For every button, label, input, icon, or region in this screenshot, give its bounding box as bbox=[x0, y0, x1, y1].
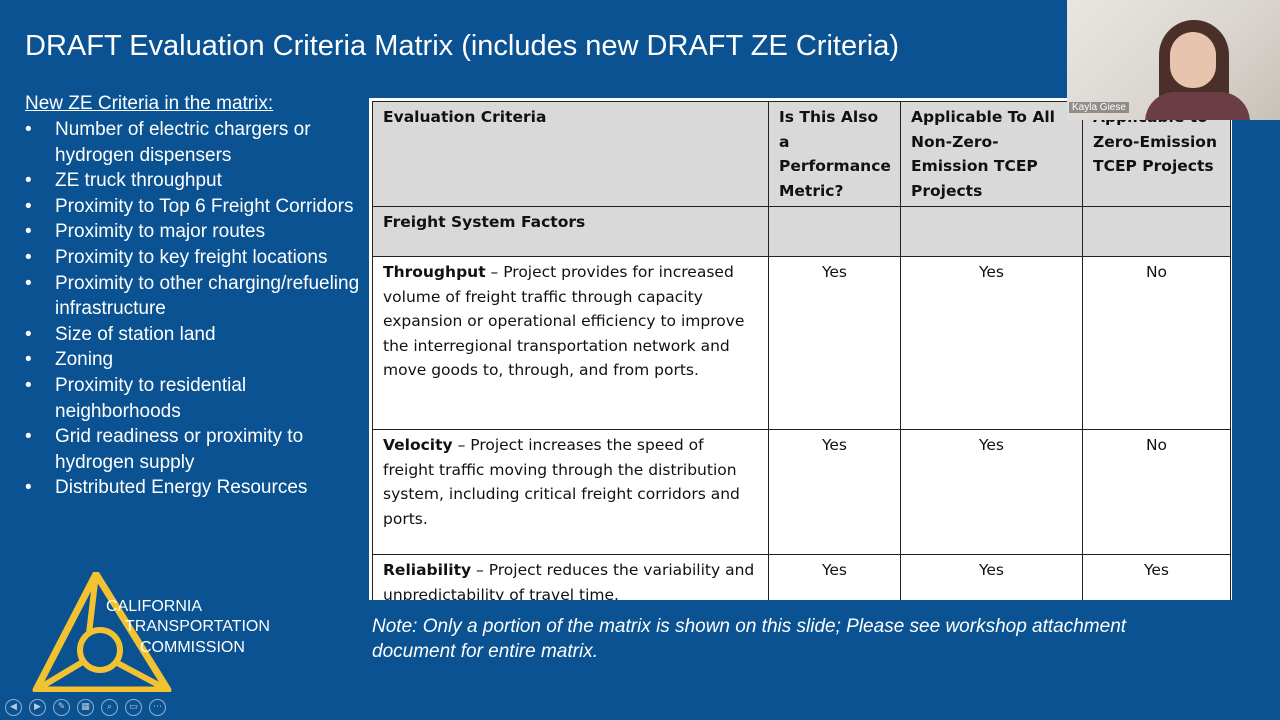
performance-metric-cell: Yes bbox=[768, 554, 901, 600]
list-item: • Grid readiness or proximity to hydrogen… bbox=[25, 424, 360, 475]
bullet-icon: • bbox=[25, 246, 32, 268]
list-item: • Proximity to other charging/refueling i… bbox=[25, 271, 360, 322]
table-row: Throughput – Project provides for increa… bbox=[372, 256, 1231, 430]
slides-icon[interactable]: ▦ bbox=[77, 698, 94, 716]
participant-shirt bbox=[1145, 92, 1250, 120]
non-ze-cell: Yes bbox=[900, 429, 1083, 555]
list-item: • Proximity to residential neighborhoods bbox=[25, 373, 360, 424]
non-ze-cell: Yes bbox=[900, 554, 1083, 600]
table-cell bbox=[900, 206, 1083, 257]
logo-line-3: COMMISSION bbox=[140, 639, 245, 656]
matrix-note: Note: Only a portion of the matrix is sh… bbox=[372, 616, 1127, 662]
criteria-description: – Project provides for increased volume … bbox=[383, 263, 745, 379]
criteria-cell: Throughput – Project provides for increa… bbox=[372, 256, 769, 430]
bullet-icon: • bbox=[25, 374, 32, 396]
list-item-label: Proximity to residential neighborhoods bbox=[55, 374, 247, 422]
logo-line-2: TRANSPORTATION bbox=[125, 618, 270, 635]
list-item: • Zoning bbox=[25, 347, 360, 373]
performance-metric-cell: Yes bbox=[768, 429, 901, 555]
subtitles-icon[interactable]: ▭ bbox=[125, 698, 142, 716]
zoom-icon[interactable]: ⌕ bbox=[101, 698, 118, 716]
list-item: • Proximity to Top 6 Freight Corridors bbox=[25, 194, 360, 220]
ze-criteria-list: • Number of electric chargers or hydrogen… bbox=[25, 117, 360, 501]
criteria-name: Velocity bbox=[383, 436, 453, 454]
table-cell bbox=[1082, 206, 1231, 257]
table-cell bbox=[768, 206, 901, 257]
list-item: • Size of station land bbox=[25, 322, 360, 348]
performance-metric-cell: Yes bbox=[768, 256, 901, 430]
evaluation-matrix: Evaluation Criteria Is This Also a Perfo… bbox=[369, 98, 1232, 600]
ctc-logo: CALIFORNIA TRANSPORTATION COMMISSION bbox=[28, 572, 298, 692]
list-item: • ZE truck throughput bbox=[25, 168, 360, 194]
criteria-name: Reliability bbox=[383, 561, 472, 579]
participant-face bbox=[1170, 32, 1216, 88]
list-item-label: Proximity to key freight locations bbox=[55, 246, 328, 268]
participant-video-tile[interactable]: Kayla Giese bbox=[1067, 0, 1280, 120]
criteria-description: – Project reduces the variability and un… bbox=[383, 561, 755, 600]
table-section-row: Freight System Factors bbox=[372, 206, 1231, 257]
column-header-performance-metric: Is This Also a Performance Metric? bbox=[768, 101, 901, 207]
bullet-icon: • bbox=[25, 349, 32, 371]
list-item: • Distributed Energy Resources bbox=[25, 475, 360, 501]
column-header-non-ze: Applicable To All Non-Zero-Emission TCEP… bbox=[900, 101, 1083, 207]
criteria-name: Throughput bbox=[383, 263, 486, 281]
list-item-label: Distributed Energy Resources bbox=[55, 477, 308, 499]
slide-title: DRAFT Evaluation Criteria Matrix (includ… bbox=[25, 30, 899, 62]
participant-name: Kayla Giese bbox=[1069, 102, 1129, 113]
bullet-icon: • bbox=[25, 323, 32, 345]
column-header-criteria: Evaluation Criteria bbox=[372, 101, 769, 207]
more-icon[interactable]: ⋯ bbox=[149, 698, 166, 716]
table-row: Velocity – Project increases the speed o… bbox=[372, 429, 1231, 555]
bullet-icon: • bbox=[25, 195, 32, 217]
list-item-label: Number of electric chargers or hydrogen … bbox=[55, 119, 311, 166]
ze-cell: No bbox=[1082, 429, 1231, 555]
list-item-label: Size of station land bbox=[55, 323, 216, 345]
list-item-label: Proximity to major routes bbox=[55, 221, 266, 243]
criteria-cell: Velocity – Project increases the speed o… bbox=[372, 429, 769, 555]
list-item: • Proximity to key freight locations bbox=[25, 245, 360, 271]
list-item: • Number of electric chargers or hydrogen… bbox=[25, 117, 360, 168]
criteria-description: – Project increases the speed of freight… bbox=[383, 436, 740, 528]
list-item-label: Grid readiness or proximity to hydrogen … bbox=[55, 426, 304, 473]
ze-cell: No bbox=[1082, 256, 1231, 430]
criteria-cell: Reliability – Project reduces the variab… bbox=[372, 554, 769, 600]
list-item-label: Zoning bbox=[55, 349, 114, 371]
table-row: Reliability – Project reduces the variab… bbox=[372, 554, 1231, 600]
presentation-toolbar: ◀ ▶ ✎ ▦ ⌕ ▭ ⋯ bbox=[5, 698, 166, 716]
bullet-icon: • bbox=[25, 170, 32, 192]
list-item: • Proximity to major routes bbox=[25, 219, 360, 245]
bullet-icon: • bbox=[25, 426, 32, 448]
logo-triangle-icon bbox=[32, 572, 172, 692]
ze-criteria-heading: New ZE Criteria in the matrix: bbox=[25, 93, 274, 114]
section-label: Freight System Factors bbox=[372, 206, 769, 257]
prev-icon[interactable]: ◀ bbox=[5, 698, 22, 716]
matrix-table: Evaluation Criteria Is This Also a Perfo… bbox=[372, 101, 1231, 600]
ze-cell: Yes bbox=[1082, 554, 1231, 600]
bullet-icon: • bbox=[25, 272, 32, 294]
list-item-label: Proximity to Top 6 Freight Corridors bbox=[55, 195, 354, 217]
bullet-icon: • bbox=[25, 221, 32, 243]
list-item-label: Proximity to other charging/refueling in… bbox=[55, 272, 360, 320]
list-item-label: ZE truck throughput bbox=[55, 170, 222, 192]
logo-line-1: CALIFORNIA bbox=[106, 598, 203, 615]
bullet-icon: • bbox=[25, 477, 32, 499]
next-icon[interactable]: ▶ bbox=[29, 698, 46, 716]
bullet-icon: • bbox=[25, 119, 32, 140]
non-ze-cell: Yes bbox=[900, 256, 1083, 430]
pen-icon[interactable]: ✎ bbox=[53, 698, 70, 716]
